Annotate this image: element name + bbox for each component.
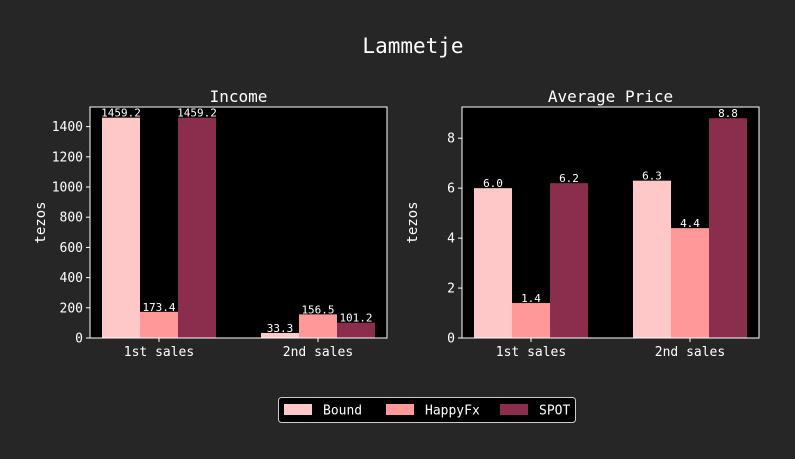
- figure-title: Lammetje: [362, 34, 463, 58]
- legend-frame: [278, 397, 576, 423]
- y-tick-label: 600: [60, 241, 83, 256]
- bar-spot-2: [337, 322, 375, 338]
- y-tick-label: 1400: [52, 120, 83, 135]
- y-tick-label: 1000: [52, 181, 83, 196]
- y-tick-label: 400: [60, 271, 83, 286]
- y-tick-label: 1200: [52, 150, 83, 165]
- income-chart: 1459.2 33.3 173.4 156.5 1459.2 101.2 0 200 400 60…: [33, 87, 388, 360]
- axes-title: Income: [210, 87, 268, 106]
- data-label: 6.0: [483, 177, 503, 190]
- y-tick-label: 0: [75, 332, 83, 347]
- axes-frame: [461, 106, 760, 339]
- bar-spot-1: [550, 183, 588, 338]
- legend-swatch-happyfx: [386, 404, 414, 415]
- bar-happyfx-1: [512, 303, 550, 338]
- bar-happyfx-2: [671, 228, 709, 338]
- x-tick-label: 1st sales: [124, 345, 194, 360]
- y-tick-label: 2: [447, 282, 455, 297]
- bar-bound-1: [474, 188, 512, 338]
- bar-happyfx-1: [140, 311, 178, 338]
- bar-bound-1: [102, 117, 140, 338]
- x-tick-label: 2nd sales: [283, 345, 353, 360]
- y-tick-label: 6: [447, 182, 455, 197]
- y-tick-label: 0: [447, 332, 455, 347]
- y-tick-label: 4: [447, 232, 455, 247]
- data-label: 1.4: [521, 292, 541, 305]
- legend-swatch-spot: [500, 404, 528, 415]
- data-label: 156.5: [301, 303, 334, 316]
- data-label: 6.3: [642, 170, 662, 183]
- y-axis-label: tezos: [33, 201, 49, 243]
- legend-label-bound: Bound: [323, 404, 362, 419]
- data-label: 4.4: [680, 217, 700, 230]
- x-tick-label: 2nd sales: [655, 345, 725, 360]
- y-tick-label: 200: [60, 301, 83, 316]
- legend: Bound HappyFx SPOT: [278, 397, 576, 423]
- bar-spot-2: [709, 118, 747, 338]
- y-tick-label: 8: [447, 132, 455, 147]
- bar-bound-2: [633, 180, 671, 338]
- data-label: 1459.2: [177, 107, 217, 120]
- bar-spot-1: [178, 117, 216, 338]
- average-price-chart: 6.0 6.3 1.4 4.4 6.2 8.8 0 2 4 6 8 1st sales 2nd sale…: [405, 87, 760, 360]
- data-label: 33.3: [267, 322, 294, 335]
- axes-frame: [89, 106, 388, 339]
- bar-bound-2: [261, 332, 299, 338]
- data-label: 8.8: [718, 107, 738, 120]
- legend-label-spot: SPOT: [539, 404, 570, 419]
- y-axis-label: tezos: [405, 201, 421, 243]
- bar-happyfx-2: [299, 314, 337, 338]
- data-label: 1459.2: [101, 107, 141, 120]
- legend-swatch-bound: [284, 404, 312, 415]
- legend-label-happyfx: HappyFx: [425, 404, 480, 419]
- data-label: 6.2: [559, 172, 579, 185]
- data-label: 101.2: [339, 312, 372, 325]
- x-tick-label: 1st sales: [496, 345, 566, 360]
- axes-title: Average Price: [548, 87, 673, 106]
- data-label: 173.4: [142, 301, 175, 314]
- y-tick-label: 800: [60, 211, 83, 226]
